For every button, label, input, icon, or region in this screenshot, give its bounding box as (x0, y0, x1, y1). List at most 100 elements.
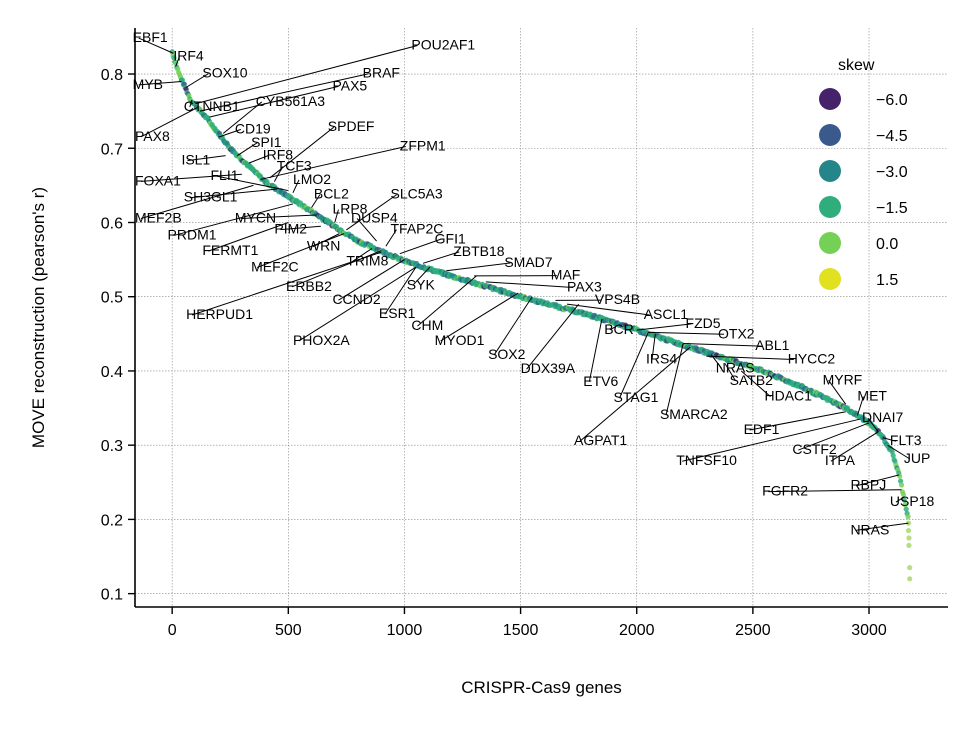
gene-label: CHM (411, 317, 443, 333)
gene-label: CTNNB1 (184, 98, 240, 114)
annotation-connector (579, 346, 691, 442)
annotation-connector (138, 37, 174, 54)
gene-label: HERPUD1 (186, 306, 253, 322)
annotation-connector (385, 229, 397, 247)
data-point (900, 491, 907, 497)
annotation-connector (260, 145, 406, 180)
y-tick-label: 0.6 (101, 215, 123, 232)
annotation-connector (526, 303, 580, 370)
annotation-connector (218, 128, 242, 138)
annotation-connector (867, 417, 879, 433)
gene-label: MYCN (235, 209, 276, 225)
gene-label: ISL1 (181, 152, 210, 168)
gene-annotations: EBF1 IRF4 MYB SOX10 CTNNB1 PAX8 BRAF POU2AF1 PAX… (133, 29, 935, 537)
data-point (905, 514, 911, 520)
annotation-connector (412, 266, 431, 286)
annotation-connector (619, 332, 649, 399)
annotation-connector (566, 303, 650, 316)
gene-label: GFI1 (435, 230, 466, 246)
annotation-connector (189, 188, 277, 199)
gene-label: ERBB2 (286, 278, 332, 294)
annotation-connector (175, 56, 180, 67)
x-tick-label: 2500 (735, 622, 771, 639)
annotation-connector (138, 80, 182, 86)
annotation-connector (140, 173, 242, 182)
gene-label: PAX5 (332, 77, 367, 93)
annotation-connector (248, 154, 269, 164)
gene-label: VPS4B (595, 291, 640, 307)
annotation-connector (140, 184, 254, 219)
gene-label: PAX8 (135, 128, 170, 144)
annotation-connector (187, 155, 226, 162)
annotation-connector (422, 251, 460, 264)
x-tick-label: 2000 (619, 622, 655, 639)
annotation-connector (683, 342, 762, 347)
x-tick-label: 500 (275, 622, 302, 639)
annotation-connector (710, 354, 723, 369)
annotation-connector (195, 45, 418, 105)
annotation-connector (724, 363, 737, 382)
gene-label: TNFSF10 (676, 452, 737, 468)
data-point (901, 497, 907, 503)
data-point (905, 527, 912, 534)
data-point (890, 452, 896, 459)
legend-marker (819, 268, 841, 290)
data-point (903, 506, 909, 512)
gene-label: BRAF (363, 65, 400, 81)
annotation-connector (828, 380, 847, 405)
gene-label: CSTF2 (792, 441, 837, 457)
gene-label: EDF1 (744, 421, 780, 437)
annotation-connector (185, 73, 209, 88)
gene-label: ESR1 (379, 305, 416, 321)
gene-label: IRS4 (646, 351, 677, 367)
annotation-connector (222, 101, 263, 134)
data-point (907, 576, 913, 582)
gene-label: LMO2 (293, 171, 331, 187)
gene-label: MEF2B (135, 209, 182, 225)
data-point (902, 502, 908, 508)
gene-label: SMARCA2 (660, 406, 728, 422)
gene-label: RBPJ (850, 477, 886, 493)
gene-label: CYB561A3 (256, 93, 325, 109)
gene-label: FERMT1 (202, 242, 258, 258)
gene-label: ZBTB18 (453, 243, 505, 259)
data-point (907, 565, 913, 571)
gene-label: BCR (604, 321, 634, 337)
annotation-connector (636, 323, 692, 331)
annotation-connector (209, 85, 339, 118)
data-point (169, 49, 175, 55)
gene-label: TFAP2C (391, 221, 444, 237)
gene-label: SLC5A3 (391, 186, 443, 202)
legend-label: −3.0 (876, 164, 908, 181)
annotation-connector (356, 218, 377, 242)
annotation-connector (334, 209, 339, 223)
y-tick-label: 0.8 (101, 67, 123, 84)
gene-label: HDAC1 (764, 388, 812, 404)
annotation-connector (384, 266, 417, 315)
annotation-connector (440, 292, 519, 342)
gene-label: TRIM8 (346, 253, 388, 269)
gene-label: HYCC2 (788, 351, 836, 367)
gene-label: ABL1 (755, 337, 789, 353)
data-point (906, 542, 912, 548)
gene-label: DDX39A (521, 360, 576, 376)
annotation-connector (682, 418, 860, 462)
y-tick-label: 0.4 (101, 364, 123, 381)
annotation-connector (399, 238, 441, 255)
gene-label: PRDM1 (168, 227, 217, 243)
gene-label: ITPA (825, 452, 856, 468)
gene-label: BCL2 (314, 186, 349, 202)
gene-label: FOXA1 (135, 172, 181, 188)
annotation-connector (240, 214, 317, 219)
annotation-connector (856, 474, 900, 487)
annotation-connector (609, 324, 619, 331)
y-tick-label: 0.7 (101, 141, 123, 158)
data-point (171, 55, 177, 61)
gene-label: FGFR2 (762, 483, 808, 499)
gene-label: ETV6 (583, 373, 618, 389)
gene-label: SPDEF (328, 118, 375, 134)
gene-label: WRN (307, 238, 340, 254)
gene-label: PIM2 (274, 221, 307, 237)
gene-label: SOX2 (488, 346, 526, 362)
